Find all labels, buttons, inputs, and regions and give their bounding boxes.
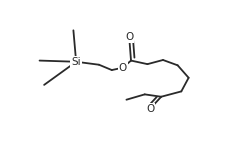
Text: O: O	[146, 104, 154, 114]
Text: O: O	[125, 32, 133, 42]
Text: O: O	[119, 63, 127, 73]
Text: Si: Si	[71, 57, 81, 67]
